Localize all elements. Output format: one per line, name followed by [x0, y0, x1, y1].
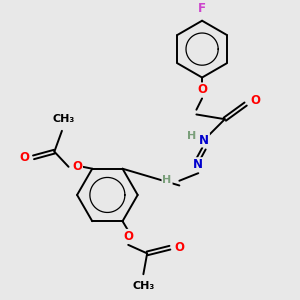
Text: H: H	[162, 175, 172, 185]
Text: O: O	[197, 83, 207, 96]
Text: N: N	[199, 134, 209, 146]
Text: CH₃: CH₃	[53, 115, 75, 124]
Text: N: N	[193, 158, 203, 171]
Text: O: O	[174, 241, 184, 254]
Text: H: H	[187, 131, 196, 141]
Text: O: O	[19, 151, 29, 164]
Text: O: O	[123, 230, 133, 243]
Text: O: O	[72, 160, 82, 173]
Text: O: O	[250, 94, 260, 107]
Text: F: F	[198, 2, 206, 15]
Text: CH₃: CH₃	[132, 280, 154, 291]
